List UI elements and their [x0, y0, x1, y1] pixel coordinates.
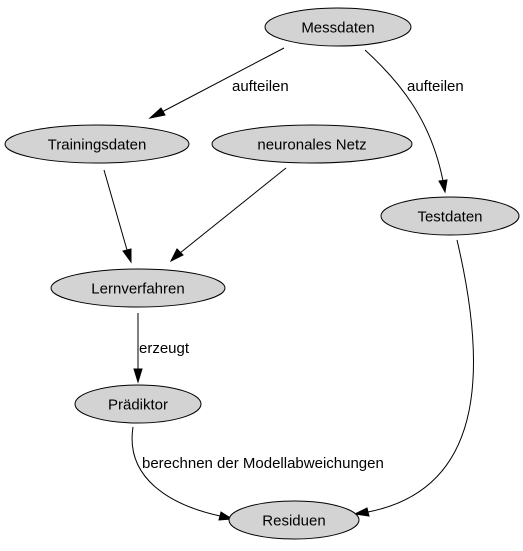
edge-lernverfahren-praediktor — [133, 313, 143, 384]
node-neuronales-netz: neuronales Netz — [211, 124, 413, 164]
svg-text:Testdaten: Testdaten — [417, 209, 482, 226]
edge-label-aufteilen-right: aufteilen — [407, 78, 464, 95]
svg-text:Messdaten: Messdaten — [301, 20, 374, 37]
edge-netz-lernverfahren — [169, 167, 287, 263]
node-testdaten: Testdaten — [380, 196, 520, 236]
edge-testdaten-residuen — [353, 239, 474, 517]
edge-label-erzeugt: erzeugt — [139, 340, 190, 357]
edge-label-aufteilen-left: aufteilen — [232, 78, 289, 95]
node-residuen: Residuen — [228, 500, 360, 540]
svg-text:neuronales Netz: neuronales Netz — [257, 137, 366, 154]
node-trainingsdaten: Trainingsdaten — [4, 124, 190, 164]
svg-text:Lernverfahren: Lernverfahren — [91, 281, 184, 298]
svg-text:Prädiktor: Prädiktor — [108, 397, 168, 414]
node-lernverfahren: Lernverfahren — [50, 268, 226, 308]
node-messdaten: Messdaten — [264, 7, 412, 47]
edge-messdaten-trainingsdaten — [148, 47, 285, 119]
svg-text:Trainingsdaten: Trainingsdaten — [48, 137, 147, 154]
edge-messdaten-testdaten — [364, 49, 448, 194]
svg-text:Residuen: Residuen — [262, 513, 325, 530]
edge-trainingsdaten-lernverfahren — [103, 169, 132, 264]
edge-label-berechnen: berechnen der Modellabweichungen — [142, 455, 384, 472]
node-praediktor: Prädiktor — [74, 384, 202, 424]
edge-praediktor-residuen — [131, 426, 234, 521]
